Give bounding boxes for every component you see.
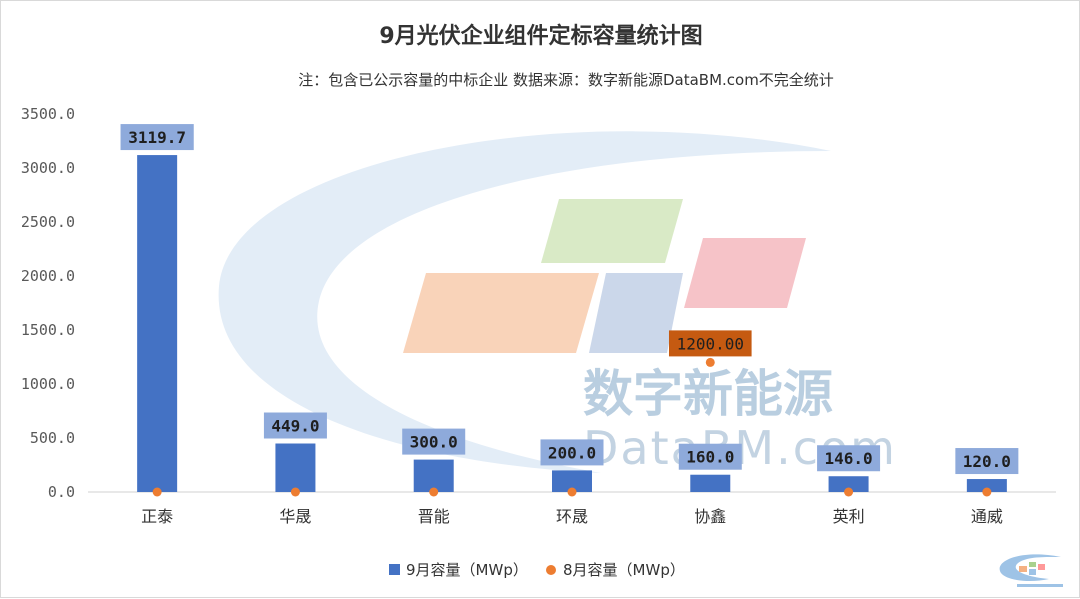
y-tick-label: 2500.0 bbox=[21, 213, 75, 231]
bar-data-label-box bbox=[120, 124, 194, 151]
data-point bbox=[567, 487, 577, 497]
bar-data-label: 449.0 bbox=[271, 417, 319, 436]
data-point bbox=[844, 487, 854, 497]
y-tick-label: 2000.0 bbox=[21, 267, 75, 285]
y-tick-label: 0.0 bbox=[48, 483, 75, 501]
legend-swatch-sep bbox=[389, 564, 400, 575]
x-category-label: 晋能 bbox=[418, 507, 450, 526]
x-category-label: 环晟 bbox=[556, 507, 588, 526]
y-tick-label: 3000.0 bbox=[21, 159, 75, 177]
point-series: 1200.00 bbox=[152, 330, 992, 497]
point-data-label: 1200.00 bbox=[677, 334, 744, 353]
databm-logo-icon bbox=[999, 554, 1063, 587]
data-point bbox=[705, 357, 715, 367]
watermark-tile-pink bbox=[684, 238, 806, 308]
bar bbox=[552, 470, 592, 492]
bar-data-label-box bbox=[263, 412, 327, 439]
data-point bbox=[429, 487, 439, 497]
y-tick-label: 1500.0 bbox=[21, 321, 75, 339]
legend-label-sep: 9月容量（MWp） bbox=[406, 561, 528, 579]
y-tick-label: 1000.0 bbox=[21, 375, 75, 393]
data-point bbox=[290, 487, 300, 497]
bar-data-label-box bbox=[678, 443, 742, 470]
x-category-label: 华晟 bbox=[279, 507, 311, 526]
bar bbox=[137, 155, 178, 493]
x-category-label: 英利 bbox=[833, 507, 865, 526]
watermark-tile-blue bbox=[589, 273, 683, 353]
point-data-label-box bbox=[668, 330, 752, 357]
x-category-label: 通威 bbox=[971, 507, 1003, 526]
watermark-tile-orange bbox=[403, 273, 599, 353]
bar-data-label: 146.0 bbox=[824, 449, 872, 468]
x-category-label: 协鑫 bbox=[694, 507, 726, 526]
bar-data-label: 3119.7 bbox=[128, 128, 186, 147]
bar-data-label: 300.0 bbox=[410, 433, 458, 452]
bar-data-label-box bbox=[817, 445, 881, 472]
bar bbox=[690, 474, 731, 492]
bar bbox=[828, 476, 869, 492]
data-point bbox=[152, 487, 162, 497]
bar-data-label-box bbox=[402, 428, 466, 455]
bar-data-label: 160.0 bbox=[686, 448, 734, 467]
bar-data-label-box bbox=[540, 439, 604, 466]
chart-subtitle: 注：包含已公示容量的中标企业 数据来源：数字新能源DataBM.com不完全统计 bbox=[298, 71, 834, 89]
bar bbox=[966, 479, 1007, 492]
x-axis-categories: 正泰 华晟 晋能 环晟 协鑫 英利 通威 bbox=[141, 507, 1003, 526]
bar-data-label: 200.0 bbox=[548, 443, 596, 462]
watermark-brand-cn: 数字新能源 bbox=[583, 365, 833, 423]
x-category-label: 正泰 bbox=[141, 507, 173, 526]
bar bbox=[275, 443, 316, 492]
y-tick-label: 500.0 bbox=[30, 429, 75, 447]
data-point bbox=[982, 487, 992, 497]
bar-data-label-box bbox=[955, 448, 1019, 475]
legend-label-aug: 8月容量（MWp） bbox=[563, 561, 685, 579]
watermark-tile-green bbox=[541, 199, 683, 263]
bar bbox=[413, 459, 454, 492]
legend-swatch-aug bbox=[546, 565, 556, 575]
watermark-swoosh bbox=[218, 131, 831, 474]
y-tick-label: 3500.0 bbox=[21, 105, 75, 123]
chart-title: 9月光伏企业组件定标容量统计图 bbox=[379, 23, 702, 49]
y-axis: 0.0 500.0 1000.0 1500.0 2000.0 2500.0 3000.0 35… bbox=[21, 105, 75, 501]
legend: 9月容量（MWp） 8月容量（MWp） bbox=[389, 561, 685, 579]
bar-series: 3119.7 449.0 300.0 200.0 160.0 146.0 120.0 bbox=[120, 124, 1019, 493]
bar-data-label: 120.0 bbox=[963, 452, 1011, 471]
